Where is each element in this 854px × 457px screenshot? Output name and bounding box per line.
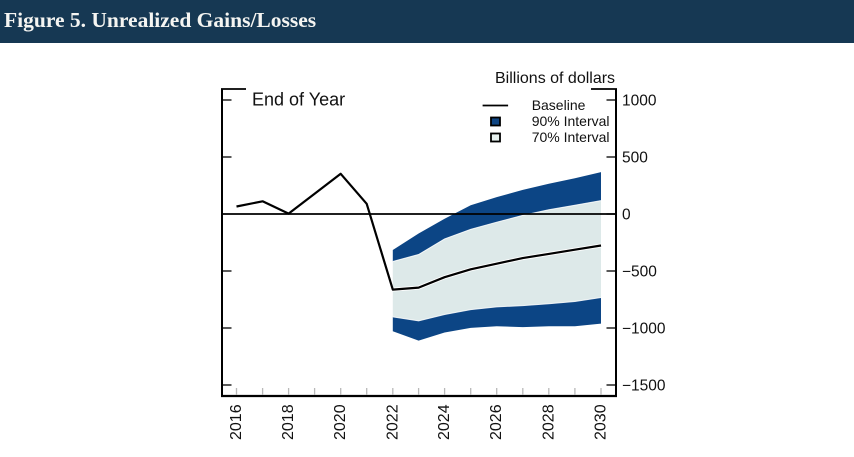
svg-text:1000: 1000 <box>622 93 657 110</box>
svg-text:−1000: −1000 <box>622 321 666 338</box>
svg-text:2018: 2018 <box>280 404 297 440</box>
svg-text:2024: 2024 <box>436 404 453 440</box>
svg-text:2020: 2020 <box>332 404 349 440</box>
svg-text:2016: 2016 <box>228 404 245 440</box>
svg-text:−500: −500 <box>622 264 657 281</box>
svg-text:2022: 2022 <box>384 404 401 440</box>
svg-text:End of Year: End of Year <box>252 90 345 110</box>
svg-text:2028: 2028 <box>540 404 557 440</box>
svg-text:Baseline: Baseline <box>532 97 586 113</box>
svg-text:Billions of dollars: Billions of dollars <box>495 70 615 87</box>
svg-text:2030: 2030 <box>593 404 610 440</box>
svg-text:500: 500 <box>622 150 648 167</box>
svg-text:2026: 2026 <box>488 404 505 440</box>
svg-text:−1500: −1500 <box>622 378 666 395</box>
svg-text:70% Interval: 70% Interval <box>532 129 610 145</box>
svg-text:0: 0 <box>622 207 631 224</box>
svg-text:90% Interval: 90% Interval <box>532 113 610 129</box>
